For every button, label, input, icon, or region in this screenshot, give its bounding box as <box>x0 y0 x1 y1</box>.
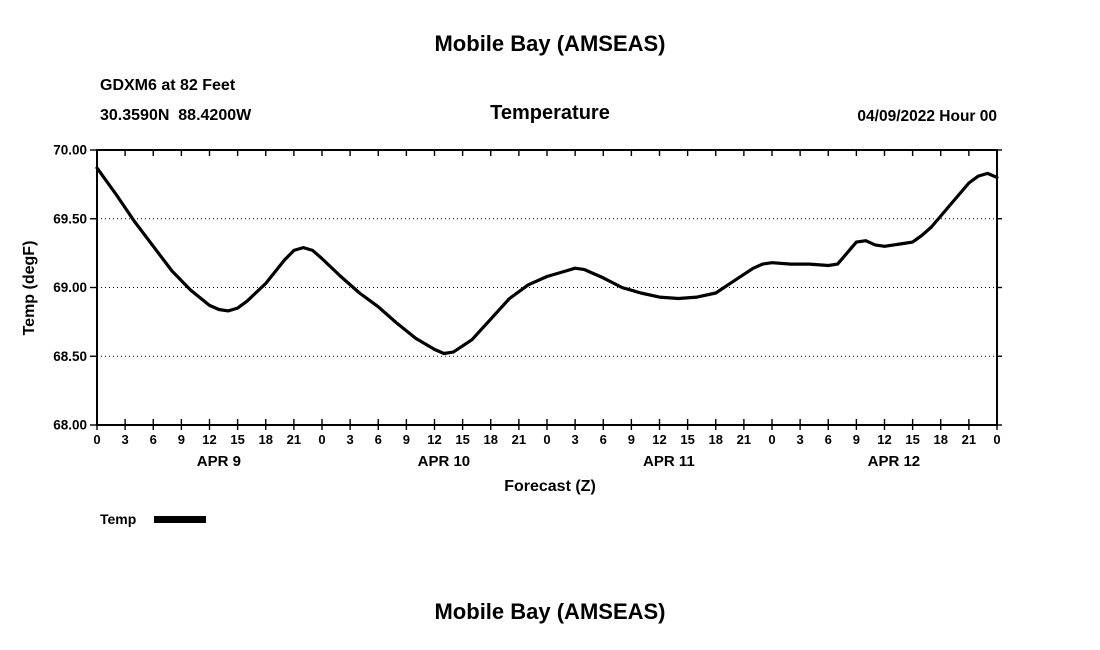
x-tick-label: 3 <box>122 432 129 447</box>
x-tick-label: 0 <box>318 432 325 447</box>
x-tick-label: 21 <box>287 432 301 447</box>
legend-line-swatch <box>154 515 207 523</box>
y-tick-label: 68.00 <box>53 418 87 433</box>
page-title: Mobile Bay (AMSEAS) <box>434 31 666 56</box>
panel-title: Temperature <box>490 102 610 124</box>
x-tick-label: 6 <box>150 432 157 447</box>
x-tick-label: 9 <box>628 432 635 447</box>
x-tick-label: 6 <box>825 432 832 447</box>
x-tick-label: 0 <box>543 432 550 447</box>
x-axis-title: Forecast (Z) <box>504 478 596 495</box>
x-tick-label: 9 <box>403 432 410 447</box>
temp-line <box>95 166 999 356</box>
x-tick-label: 0 <box>993 432 1000 447</box>
x-tick-label: 9 <box>853 432 860 447</box>
legend-label: Temp <box>100 511 137 527</box>
y-tick-label: 70.00 <box>53 143 87 158</box>
x-tick-label: 15 <box>230 432 244 447</box>
x-tick-label: 3 <box>797 432 804 447</box>
day-label: APR 10 <box>418 453 471 470</box>
x-tick-label: 12 <box>427 432 441 447</box>
x-tick-label: 6 <box>600 432 607 447</box>
station-id: GDXM6 at 82 Feet <box>100 77 236 94</box>
day-label: APR 9 <box>197 453 241 470</box>
x-tick-label: 15 <box>680 432 694 447</box>
x-tick-label: 0 <box>93 432 100 447</box>
legend: Temp <box>100 508 207 530</box>
x-tick-label: 12 <box>202 432 216 447</box>
next-chart-title: Mobile Bay (AMSEAS) <box>434 599 666 624</box>
x-tick-label: 15 <box>905 432 919 447</box>
plot-border <box>96 149 998 426</box>
x-tick-label: 3 <box>347 432 354 447</box>
x-tick-label: 18 <box>259 432 273 447</box>
y-tick-label: 69.00 <box>53 280 87 295</box>
x-tick-label: 21 <box>737 432 751 447</box>
x-tick-label: 12 <box>877 432 891 447</box>
day-label: APR 12 <box>868 453 921 470</box>
x-tick-label: 0 <box>768 432 775 447</box>
station-coordinates: 30.3590N 88.4200W <box>100 107 252 124</box>
x-tick-label: 18 <box>934 432 948 447</box>
x-tick-label: 3 <box>572 432 579 447</box>
x-tick-label: 6 <box>375 432 382 447</box>
day-label: APR 11 <box>643 453 695 470</box>
x-tick-label: 18 <box>484 432 498 447</box>
y-tick-label: 69.50 <box>53 211 87 226</box>
x-tick-label: 12 <box>652 432 666 447</box>
x-tick-label: 21 <box>512 432 526 447</box>
x-tick-label: 21 <box>962 432 976 447</box>
x-tick-label: 9 <box>178 432 185 447</box>
y-tick-label: 68.50 <box>53 349 87 364</box>
x-tick-label: 15 <box>455 432 469 447</box>
x-tick-label: 18 <box>709 432 723 447</box>
run-date: 04/09/2022 Hour 00 <box>857 108 997 125</box>
